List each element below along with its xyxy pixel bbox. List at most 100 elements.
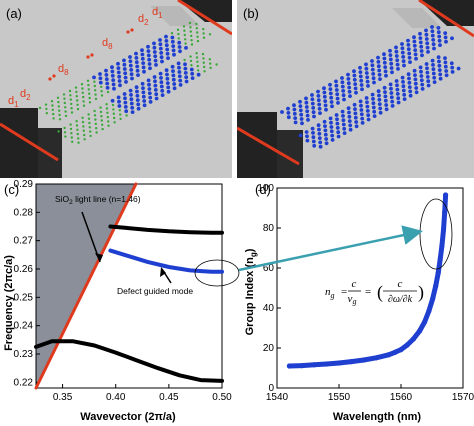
lattice-hole bbox=[336, 134, 341, 139]
lattice-hole bbox=[401, 59, 406, 64]
lattice-hole bbox=[82, 104, 86, 107]
lattice-hole bbox=[395, 83, 399, 88]
lattice-hole bbox=[63, 101, 66, 105]
lattice-hole bbox=[152, 41, 156, 46]
lattice-hole bbox=[418, 31, 422, 36]
lattice-hole bbox=[316, 94, 321, 98]
marker-d8-right: d8 bbox=[102, 37, 113, 51]
waveguide-edge-right bbox=[177, 0, 232, 36]
group-index-curve bbox=[286, 192, 449, 369]
lattice-hole bbox=[358, 99, 363, 104]
lattice-hole bbox=[153, 88, 158, 92]
c-y-tick-label: 0.29 bbox=[14, 180, 34, 190]
lattice-hole bbox=[159, 51, 164, 55]
lattice-hole bbox=[413, 52, 418, 57]
lattice-hole bbox=[413, 77, 418, 82]
lattice-hole bbox=[99, 110, 103, 114]
lattice-hole bbox=[310, 126, 315, 131]
lattice-hole bbox=[311, 139, 316, 144]
lattice-hole bbox=[148, 95, 153, 100]
lattice-hole bbox=[382, 52, 386, 57]
lattice-hole bbox=[383, 90, 387, 94]
band-diagram-plot-area: 0.35 0.40 0.45 0.50 0.22 0.23 0.24 0.25 0.26 0.27… bbox=[14, 180, 233, 403]
lattice-hole bbox=[70, 136, 74, 139]
group-index-point bbox=[311, 362, 317, 368]
lattice-hole bbox=[418, 65, 423, 70]
lattice-hole bbox=[94, 93, 97, 96]
lattice-hole bbox=[432, 46, 436, 51]
lattice-hole bbox=[383, 65, 388, 69]
lattice-hole bbox=[406, 47, 411, 52]
c-x-axis-title: Wavevector (2π/a) bbox=[80, 411, 176, 423]
lattice-hole bbox=[123, 100, 128, 105]
lattice-hole bbox=[443, 35, 448, 40]
c-x-tick-label: 0.50 bbox=[212, 392, 232, 403]
lattice-hole bbox=[189, 67, 194, 72]
lattice-hole bbox=[328, 82, 332, 87]
lattice-hole bbox=[359, 108, 364, 112]
lattice-hole bbox=[116, 95, 121, 100]
lattice-hole bbox=[311, 135, 316, 140]
lattice-hole bbox=[407, 51, 412, 56]
lattice-hole bbox=[370, 67, 375, 72]
lattice-hole bbox=[122, 62, 127, 67]
lattice-hole bbox=[177, 65, 181, 70]
lattice-hole bbox=[389, 86, 393, 91]
lattice-hole bbox=[408, 60, 412, 64]
lattice-hole bbox=[396, 100, 401, 105]
d-x-tick-label: 1540 bbox=[266, 392, 289, 403]
lattice-hole bbox=[64, 110, 67, 113]
lattice-hole bbox=[377, 68, 382, 73]
lattice-hole bbox=[184, 38, 187, 41]
lattice-hole bbox=[328, 87, 333, 91]
lattice-hole bbox=[347, 110, 351, 115]
c-y-tick-label: 0.25 bbox=[14, 292, 34, 303]
input-waveguide bbox=[150, 6, 200, 26]
lattice-hole bbox=[123, 96, 127, 101]
lattice-hole bbox=[413, 81, 418, 86]
lattice-hole bbox=[146, 78, 151, 83]
lattice-hole bbox=[196, 64, 199, 68]
lattice-hole bbox=[140, 48, 144, 53]
lattice-hole bbox=[365, 79, 370, 84]
light-line bbox=[34, 182, 138, 390]
lattice-hole bbox=[202, 27, 205, 31]
lattice-hole bbox=[431, 63, 435, 67]
lattice-hole bbox=[329, 129, 334, 134]
c-x-tick-label: 0.40 bbox=[106, 392, 126, 403]
lattice-hole bbox=[164, 34, 168, 39]
lattice-hole bbox=[384, 107, 389, 112]
light-line-pointer-head bbox=[95, 253, 103, 262]
lattice-hole bbox=[329, 100, 334, 104]
group-index-point bbox=[443, 192, 449, 198]
lattice-hole bbox=[400, 46, 405, 51]
group-index-point bbox=[299, 363, 305, 369]
lattice-hole bbox=[129, 68, 134, 72]
lattice-hole bbox=[94, 89, 97, 92]
lattice-hole bbox=[196, 60, 199, 63]
lattice-hole bbox=[190, 34, 193, 38]
lattice-hole bbox=[437, 68, 442, 72]
lattice-hole bbox=[340, 76, 344, 80]
lattice-hole bbox=[389, 66, 394, 70]
lattice-hole bbox=[424, 32, 429, 37]
lattice-hole bbox=[334, 83, 339, 88]
lattice-hole bbox=[125, 114, 128, 117]
lattice-hole bbox=[154, 92, 159, 97]
defect-mode-line bbox=[108, 248, 224, 274]
lattice-hole bbox=[389, 95, 394, 100]
lattice-hole bbox=[158, 71, 163, 76]
d-y-tick-label: 0 bbox=[268, 383, 274, 394]
lattice-hole bbox=[318, 140, 323, 145]
lattice-hole bbox=[183, 29, 186, 32]
lattice-hole bbox=[394, 54, 399, 58]
shift-dots-a bbox=[48, 28, 134, 81]
group-index-point bbox=[373, 355, 379, 361]
lattice-hole bbox=[189, 59, 193, 63]
lattice-hole bbox=[87, 83, 90, 87]
lattice-hole bbox=[153, 83, 158, 88]
lattice-hole bbox=[166, 85, 171, 90]
lattice-hole bbox=[69, 94, 72, 97]
lattice-hole bbox=[164, 43, 169, 48]
lattice-hole bbox=[322, 86, 326, 91]
